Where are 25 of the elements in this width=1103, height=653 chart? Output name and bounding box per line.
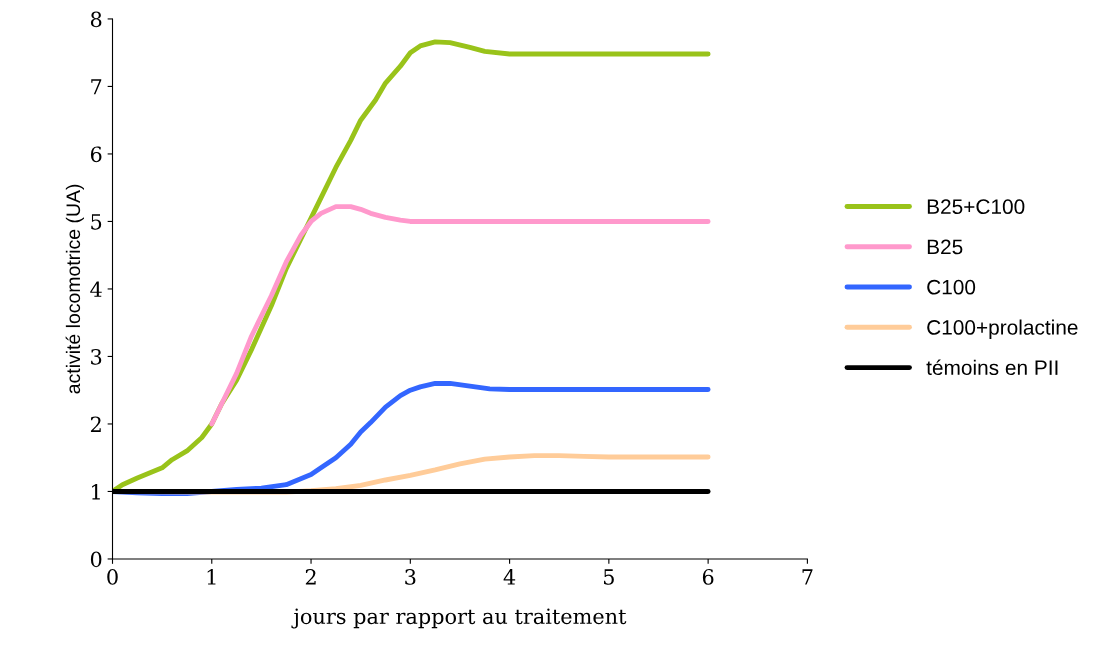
- x-axis-title: jours par rapport au traitement: [291, 608, 627, 629]
- x-tick-label: 7: [802, 569, 813, 585]
- y-tick-label: 1: [92, 483, 100, 500]
- y-tick-label: 0: [90, 551, 102, 568]
- y-tick-label: 5: [91, 214, 102, 230]
- x-tick-label: 4: [503, 569, 516, 585]
- legend-label: C100: [927, 279, 976, 295]
- y-tick-label: 8: [90, 11, 102, 28]
- x-tick-label: 2: [305, 569, 316, 585]
- line-series: [209, 204, 711, 427]
- y-tick-label: 2: [90, 416, 101, 432]
- y-tick-label: 6: [90, 146, 102, 163]
- y-tick-label: 7: [91, 79, 102, 95]
- x-tick-label: 3: [405, 569, 416, 585]
- y-tick-label: 3: [91, 348, 102, 365]
- x-tick-label: 0: [107, 569, 118, 585]
- y-tick-label: 4: [90, 281, 102, 297]
- x-tick-label: 6: [702, 569, 714, 585]
- x-tick-label: 5: [604, 569, 614, 585]
- legend-label: B25+C100: [927, 199, 1025, 215]
- legend-label: témoins en PII: [926, 359, 1058, 376]
- x-tick-label: 1: [207, 569, 216, 585]
- legend-label: B25: [927, 239, 963, 255]
- legend-label: C100+prolactine: [927, 319, 1078, 339]
- y-axis-title: activité locomotrice (UA): [65, 184, 84, 394]
